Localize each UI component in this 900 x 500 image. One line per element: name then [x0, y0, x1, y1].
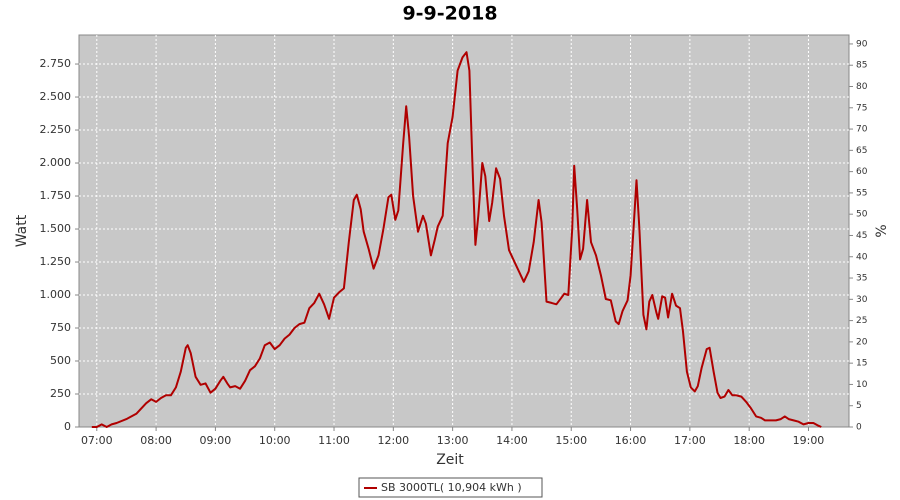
y-tick-label: 2.250 — [40, 123, 72, 136]
y2-tick-label: 55 — [856, 188, 867, 198]
x-tick-label: 09:00 — [200, 434, 232, 447]
y-tick-label: 250 — [50, 387, 71, 400]
y2-tick-label: 75 — [856, 103, 867, 113]
x-tick-label: 08:00 — [140, 434, 172, 447]
y-tick-label: 500 — [50, 354, 71, 367]
x-tick-label: 16:00 — [615, 434, 647, 447]
x-axis-label: Zeit — [436, 452, 464, 468]
y2-tick-label: 10 — [856, 380, 868, 390]
y2-tick-label: 45 — [856, 231, 867, 241]
y2-tick-label: 90 — [856, 39, 868, 49]
x-tick-label: 13:00 — [437, 434, 469, 447]
x-tick-label: 10:00 — [259, 434, 291, 447]
y-tick-label: 1.500 — [40, 222, 72, 235]
y2-tick-label: 70 — [856, 125, 868, 135]
y2-tick-label: 25 — [856, 316, 867, 326]
y2-tick-label: 85 — [856, 61, 867, 71]
x-tick-label: 11:00 — [318, 434, 350, 447]
y2-tick-label: 40 — [856, 252, 868, 262]
y-tick-label: 1.250 — [40, 255, 72, 268]
y-tick-label: 2.000 — [40, 156, 72, 169]
x-tick-label: 19:00 — [793, 434, 825, 447]
y2-tick-label: 65 — [856, 146, 867, 156]
x-tick-label: 07:00 — [81, 434, 113, 447]
y-tick-label: 1.750 — [40, 189, 72, 202]
y-axis-label: Watt — [14, 214, 30, 247]
x-tick-label: 12:00 — [377, 434, 409, 447]
y2-tick-label: 50 — [856, 210, 868, 220]
y2-axis-label: % — [874, 224, 890, 237]
y-tick-label: 0 — [64, 420, 71, 433]
line-series — [91, 51, 822, 428]
y-tick-label: 2.500 — [40, 90, 72, 103]
x-tick-label: 14:00 — [496, 434, 528, 447]
x-tick-label: 15:00 — [555, 434, 587, 447]
y2-tick-label: 80 — [856, 82, 868, 92]
y-tick-label: 750 — [50, 321, 71, 334]
y2-tick-label: 15 — [856, 359, 867, 369]
y2-tick-label: 5 — [856, 401, 862, 411]
chart-title: 9-9-2018 — [402, 3, 497, 25]
y2-tick-label: 20 — [856, 337, 868, 347]
plot-area — [78, 34, 850, 428]
y-tick-label: 2.750 — [40, 57, 72, 70]
y2-tick-label: 60 — [856, 167, 868, 177]
legend-label: SB 3000TL( 10,904 kWh ) — [381, 481, 522, 494]
x-tick-label: 18:00 — [733, 434, 765, 447]
y2-tick-label: 0 — [856, 423, 862, 433]
legend — [358, 477, 543, 498]
x-tick-label: 17:00 — [674, 434, 706, 447]
y2-tick-label: 30 — [856, 295, 868, 305]
y2-tick-label: 35 — [856, 274, 867, 284]
y-tick-label: 1.000 — [40, 288, 72, 301]
